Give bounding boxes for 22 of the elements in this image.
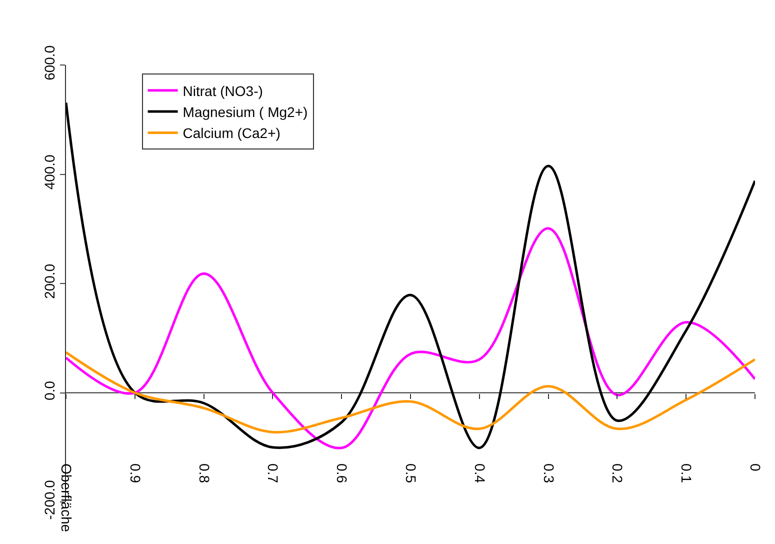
x-tick-label: 0.5 <box>402 464 419 484</box>
legend-label: Nitrat (NO3-) <box>182 82 263 99</box>
x-tick-label: 0.3 <box>540 464 557 484</box>
y-tick-label: -200.0 <box>41 480 58 520</box>
x-tick-label: Oberfläche <box>58 464 74 532</box>
x-tick-label: 0.8 <box>196 464 212 484</box>
x-tick-label: 0.6 <box>334 464 350 484</box>
y-tick-label: 400.0 <box>41 154 58 190</box>
line-series <box>66 227 755 450</box>
y-tick-label: 600.0 <box>41 45 58 80</box>
x-tick-label: 0.2 <box>610 464 626 484</box>
x-tick-label: 0.1 <box>678 464 695 484</box>
legend-label: Calcium (Ca2+) <box>182 125 280 142</box>
x-tick-label: 0.4 <box>472 464 488 484</box>
y-tick-label: 0.0 <box>41 380 58 400</box>
line-series <box>66 351 755 434</box>
legend-label: Magnesium ( Mg2+) <box>182 104 308 120</box>
line-series <box>66 101 755 450</box>
x-tick-label: 0 <box>747 464 764 472</box>
y-tick-label: 200.0 <box>41 264 58 299</box>
x-tick-label: 0.9 <box>127 464 144 484</box>
x-tick-label: 0.7 <box>265 464 282 484</box>
